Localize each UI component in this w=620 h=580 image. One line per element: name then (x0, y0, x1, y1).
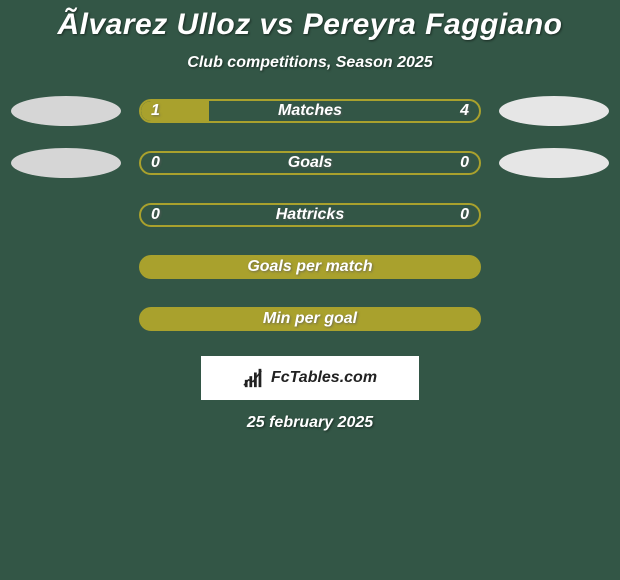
stat-label: Goals per match (141, 257, 479, 277)
player-right-oval (499, 96, 609, 126)
stat-row: Min per goal (0, 304, 620, 334)
comparison-card: Ãlvarez Ulloz vs Pereyra Faggiano Club c… (0, 0, 620, 432)
stat-bar: Goals0 0 (139, 151, 481, 175)
spacer (11, 304, 121, 334)
stat-label: Min per goal (141, 309, 479, 329)
stat-row: Matches1 4 (0, 96, 620, 126)
page-title: Ãlvarez Ulloz vs Pereyra Faggiano (0, 8, 620, 42)
player-left-oval (11, 148, 121, 178)
spacer (499, 252, 609, 282)
stat-value-right: 0 (460, 153, 469, 173)
player-right-oval (499, 148, 609, 178)
stat-row: Goals0 0 (0, 148, 620, 178)
stat-rows: Matches14Goals00Hattricks00Goals per mat… (0, 96, 620, 334)
stat-value-left: 1 (151, 101, 160, 121)
stat-row: Goals per match (0, 252, 620, 282)
attribution-text: FcTables.com (271, 369, 377, 387)
stat-bar: Goals per match (139, 255, 481, 279)
date-text: 25 february 2025 (0, 414, 620, 432)
spacer (499, 200, 609, 230)
player-left-oval (11, 96, 121, 126)
subtitle: Club competitions, Season 2025 (0, 54, 620, 72)
attribution-badge[interactable]: FcTables.com (201, 356, 419, 400)
spacer (499, 304, 609, 334)
stat-value-right: 0 (460, 205, 469, 225)
stat-bar: Matches1 4 (139, 99, 481, 123)
stat-row: Hattricks0 0 (0, 200, 620, 230)
stat-label: Hattricks (141, 205, 479, 225)
stat-bar: Min per goal (139, 307, 481, 331)
chart-bars-icon (243, 367, 265, 389)
stat-label: Goals (141, 153, 479, 173)
spacer (11, 252, 121, 282)
stat-bar: Hattricks0 0 (139, 203, 481, 227)
spacer (11, 200, 121, 230)
stat-label: Matches (141, 101, 479, 121)
stat-value-left: 0 (151, 205, 160, 225)
stat-value-right: 4 (460, 101, 469, 121)
stat-value-left: 0 (151, 153, 160, 173)
